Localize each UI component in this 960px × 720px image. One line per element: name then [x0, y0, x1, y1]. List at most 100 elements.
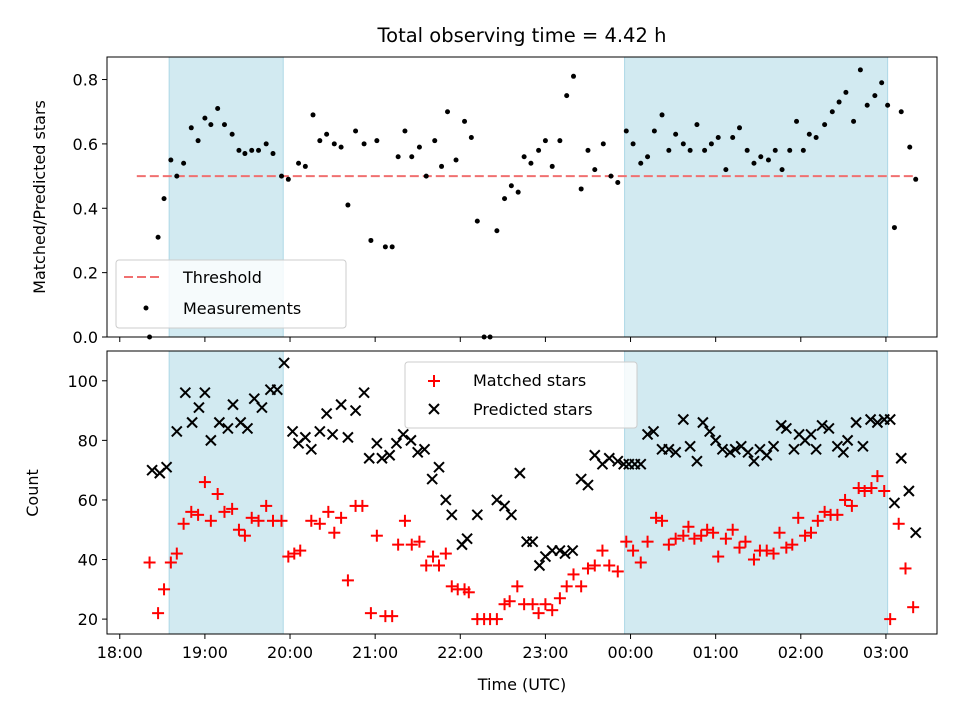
matched-star-point [539, 598, 552, 611]
measurement-point [600, 141, 606, 147]
measurement-point [395, 154, 401, 160]
bottom-y-axis-label: Count [23, 469, 42, 517]
legend-predicted-label: Predicted stars [473, 400, 593, 419]
matched-star-point [818, 505, 831, 518]
measurement-point [758, 154, 764, 160]
bottom-x-tick-label: 01:00 [693, 643, 739, 662]
matched-star-point [398, 514, 411, 527]
matched-star-point [656, 514, 669, 527]
bottom-x-tick-label: 18:00 [97, 643, 143, 662]
matched-star-point [152, 607, 165, 620]
predicted-star-point [697, 416, 709, 429]
measurement-point [310, 112, 316, 118]
matched-star-point [192, 508, 205, 521]
matched-star-point [726, 523, 739, 536]
matched-star-point [560, 580, 573, 593]
matched-star-point [739, 535, 752, 548]
matched-star-point [553, 592, 566, 605]
predicted-star-point [299, 431, 312, 444]
predicted-star-point [669, 446, 682, 458]
bottom-x-tick-label: 23:00 [522, 643, 568, 662]
measurement-point [423, 173, 429, 179]
predicted-star-point [724, 446, 736, 458]
matched-star-point [588, 559, 601, 572]
measurement-point [368, 237, 374, 243]
predicted-star-point [491, 494, 503, 506]
predicted-star-point [320, 407, 333, 420]
predicted-star-point [505, 509, 518, 521]
measurement-point [794, 118, 800, 124]
predicted-star-point [335, 398, 347, 411]
matched-star-point [831, 508, 844, 521]
predicted-star-point [222, 422, 234, 435]
measurement-point [843, 89, 849, 95]
predicted-star-point [677, 413, 690, 426]
predicted-star-point [440, 494, 452, 506]
measurement-point [374, 138, 380, 144]
measurement-point [494, 228, 500, 234]
predicted-star-point [383, 449, 396, 461]
measurement-point [174, 173, 180, 179]
matched-star-point [204, 514, 217, 527]
measurement-point [215, 105, 221, 111]
measurement-point [331, 141, 337, 147]
measurement-point [651, 128, 657, 134]
predicted-star-point [199, 386, 211, 399]
matched-star-point [760, 544, 773, 557]
measurement-point [536, 147, 542, 153]
measurement-point [542, 138, 548, 144]
matched-star-point [526, 598, 539, 611]
measurement-point [592, 167, 598, 173]
predicted-star-point [326, 428, 339, 441]
measurement-point [680, 141, 686, 147]
top-legend-box [115, 259, 347, 329]
measurement-point [432, 138, 438, 144]
measurement-point [242, 151, 248, 157]
predicted-star-point [761, 449, 773, 461]
matched-star-point [177, 517, 190, 530]
measurement-point [256, 147, 262, 153]
measurement-point [402, 128, 408, 134]
predicted-star-point [358, 386, 370, 399]
measurement-point [645, 154, 651, 160]
predicted-star-point [256, 401, 268, 414]
matched-star-point [688, 532, 701, 545]
bottom-x-tick-label: 03:00 [863, 643, 909, 662]
matched-star-point [865, 482, 878, 495]
matched-star-point [439, 547, 452, 560]
predicted-star-point [426, 473, 438, 485]
matched-star-point [370, 529, 383, 542]
predicted-star-point [305, 443, 318, 456]
bottom-legend-box [404, 361, 638, 429]
matched-star-point [669, 532, 682, 545]
predicted-star-point [533, 559, 546, 572]
measurement-point [615, 180, 621, 186]
measurement-point [879, 80, 885, 86]
measurement-point [907, 144, 913, 150]
top-y-axis-label: Matched/Predicted stars [30, 100, 49, 294]
matched-star-point [799, 529, 812, 542]
matched-star-point [805, 526, 818, 539]
measurement-point [409, 154, 415, 160]
measurement-point [751, 160, 757, 166]
matched-star-point [282, 550, 295, 563]
predicted-star-point [349, 404, 362, 417]
predicted-star-point [446, 509, 458, 521]
measurement-point [800, 147, 806, 153]
measurement-point [836, 99, 842, 105]
predicted-star-point [663, 443, 675, 456]
measurement-point [702, 147, 708, 153]
matched-star-point [634, 556, 647, 569]
predicted-star-point [871, 416, 884, 429]
matched-star-point [907, 601, 920, 614]
measurement-point [168, 157, 174, 163]
top-plot-frame [106, 56, 938, 338]
measurement-point [468, 134, 474, 140]
measurement-point [638, 160, 644, 166]
predicted-star-point [612, 455, 624, 467]
predicted-star-point [810, 443, 822, 456]
bottom-legend: Matched stars Predicted stars [404, 361, 638, 429]
measurement-point [502, 196, 508, 202]
measurement-point [564, 93, 570, 99]
matched-star-point [305, 514, 318, 527]
